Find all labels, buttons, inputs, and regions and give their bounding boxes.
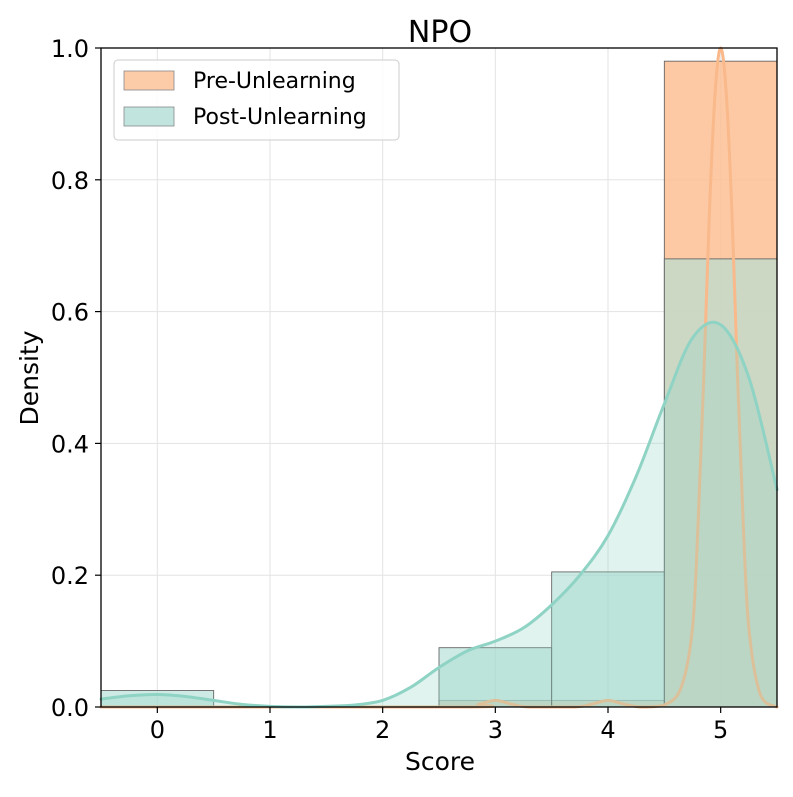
y-tick-label: 0.8 (51, 167, 89, 195)
plot-frame (100, 47, 778, 708)
x-tick-label: 1 (262, 716, 277, 744)
kde-curves (99, 46, 779, 709)
kde-line-pre (99, 46, 779, 709)
y-tick-label: 0.2 (51, 562, 89, 590)
legend-swatch-post (123, 106, 175, 127)
legend: Pre-Unlearning Post-Unlearning (113, 59, 400, 141)
legend-label-pre: Pre-Unlearning (193, 69, 356, 94)
legend-swatch-pre (123, 70, 175, 91)
y-tick-label: 0.4 (51, 430, 89, 458)
x-axis-label: Score (405, 747, 475, 776)
x-tick-label: 5 (713, 716, 728, 744)
x-tick-label: 0 (150, 716, 165, 744)
y-tick-label: 0.0 (51, 694, 89, 722)
y-tick-label: 1.0 (51, 35, 89, 63)
y-axis-label: Density (15, 330, 44, 425)
x-tick-label: 2 (375, 716, 390, 744)
x-tick-label: 4 (600, 716, 615, 744)
ticks: 0 1 2 3 4 5 0.0 0.2 0.4 0.6 0.8 1.0 (51, 35, 728, 744)
chart-title: NPO (408, 15, 472, 50)
x-tick-label: 3 (488, 716, 503, 744)
legend-label-post: Post-Unlearning (193, 105, 367, 130)
bar-post-score-5 (663, 258, 778, 708)
legend-box (113, 59, 400, 141)
kde-area-post (101, 322, 777, 707)
kde-line-post (99, 320, 779, 709)
y-tick-label: 0.6 (51, 299, 89, 327)
